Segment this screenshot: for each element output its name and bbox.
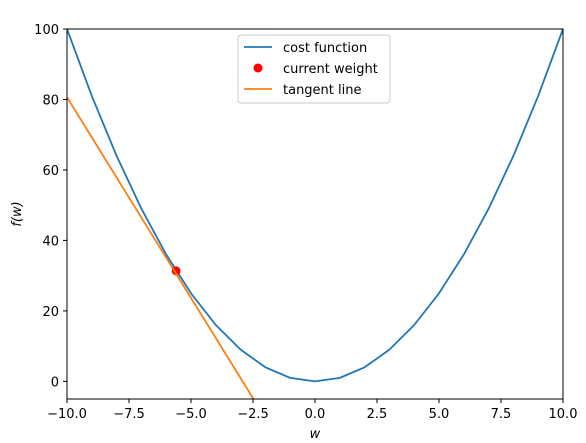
legend-swatch-current-weight xyxy=(253,63,263,73)
y-axis-label: f(w) xyxy=(10,201,25,226)
x-tick-label: 5.0 xyxy=(429,407,450,422)
x-tick-label: −10.0 xyxy=(47,407,87,422)
x-tick-label: 2.5 xyxy=(367,407,388,422)
x-axis-label: w xyxy=(310,427,321,442)
y-tick-label: 60 xyxy=(42,164,59,179)
x-tick-label: 10.0 xyxy=(549,407,578,422)
cost-function-line xyxy=(67,29,563,383)
legend-label-cost-function: cost function xyxy=(283,41,367,56)
x-tick-label: 0.0 xyxy=(305,407,326,422)
legend: cost function current weight tangent line xyxy=(237,34,391,104)
x-tick-label: −7.5 xyxy=(113,407,145,422)
y-tick-label: 20 xyxy=(42,305,59,320)
legend-box xyxy=(237,34,391,104)
x-tick-label: −2.5 xyxy=(237,407,269,422)
tangent-line-line xyxy=(67,96,255,399)
legend-label-tangent-line: tangent line xyxy=(283,83,361,98)
legend-label-current-weight: current weight xyxy=(283,62,378,77)
y-tick-label: 100 xyxy=(34,23,59,38)
y-tick-label: 40 xyxy=(42,234,59,249)
y-tick-label: 80 xyxy=(42,93,59,108)
y-tick-label: 0 xyxy=(51,375,59,390)
x-tick-label: 7.5 xyxy=(491,407,512,422)
x-tick-label: −5.0 xyxy=(175,407,207,422)
